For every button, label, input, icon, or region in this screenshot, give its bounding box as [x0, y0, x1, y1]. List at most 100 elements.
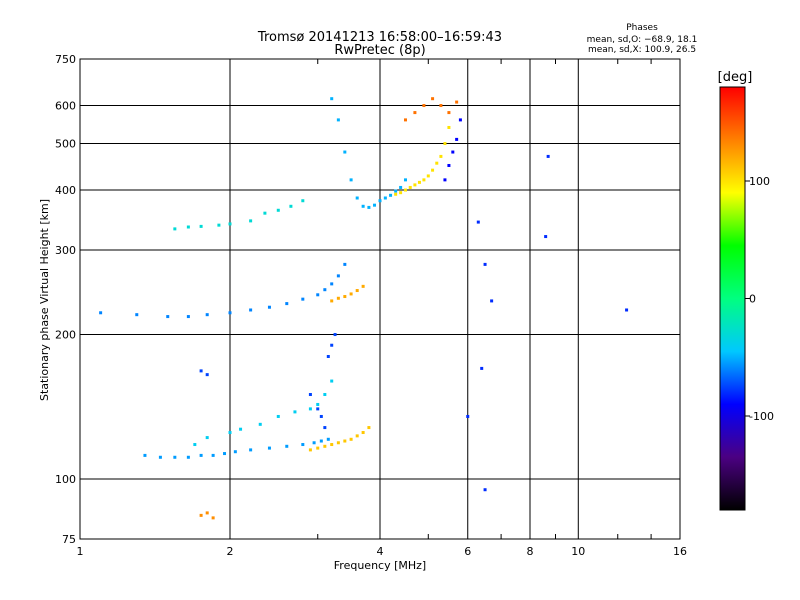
data-point — [199, 224, 203, 228]
data-point — [249, 308, 253, 312]
data-point — [422, 178, 426, 182]
data-point — [625, 308, 629, 312]
data-point — [403, 188, 407, 192]
y-tick-label: 500 — [55, 138, 76, 151]
data-point — [186, 225, 190, 229]
x-tick-label: 8 — [527, 545, 534, 558]
data-point — [349, 437, 353, 441]
data-point — [426, 174, 430, 178]
data-point — [355, 196, 359, 200]
data-point — [330, 343, 334, 347]
data-point — [378, 199, 382, 203]
data-point — [544, 235, 548, 239]
data-point — [330, 282, 334, 286]
data-point — [228, 222, 232, 226]
data-point — [323, 393, 327, 397]
data-point — [439, 104, 443, 108]
data-point — [383, 196, 387, 200]
data-point — [285, 302, 289, 306]
info-line-x: mean, sd,X: 100.9, 26.5 — [588, 45, 696, 55]
data-point — [308, 393, 312, 397]
data-point — [135, 313, 139, 317]
x-axis-label: Frequency [MHz] — [334, 559, 426, 572]
data-point — [249, 219, 253, 223]
y-axis-ticks: 75 100 200 300 400 500 600 750 — [55, 53, 76, 546]
data-point — [173, 455, 177, 459]
data-point — [443, 142, 447, 146]
data-point — [435, 161, 439, 165]
y-tick-label: 600 — [55, 100, 76, 113]
data-point — [367, 205, 371, 209]
data-point — [319, 439, 323, 443]
data-point — [326, 354, 330, 358]
data-point — [361, 204, 365, 208]
data-point — [330, 299, 334, 303]
x-axis-ticks: 1 2 4 6 8 10 16 — [77, 59, 687, 558]
data-point — [394, 189, 398, 193]
colorbar-label: [deg] — [718, 70, 753, 85]
chart-title: Tromsø 20141213 16:58:00–16:59:43 — [257, 30, 502, 45]
data-point — [173, 227, 177, 231]
data-point — [239, 427, 243, 431]
data-point — [316, 402, 320, 406]
data-point — [233, 450, 237, 454]
data-point — [293, 410, 297, 414]
data-point — [455, 137, 459, 141]
colorbar-tick-label: 0 — [749, 293, 756, 306]
data-point — [223, 452, 227, 456]
y-tick-label: 300 — [55, 244, 76, 257]
x-tick-label: 10 — [571, 545, 585, 558]
data-point — [431, 97, 435, 101]
y-axis-label: Stationary phase Virtual Height [km] — [38, 199, 51, 401]
info-heading: Phases — [626, 23, 658, 33]
data-point — [343, 439, 347, 443]
data-point — [211, 453, 215, 457]
data-point — [199, 369, 203, 373]
data-point — [143, 453, 147, 457]
data-point — [413, 111, 417, 115]
data-point — [319, 414, 323, 418]
data-point — [389, 193, 393, 197]
data-point — [476, 220, 480, 224]
x-tick-label: 6 — [464, 545, 471, 558]
colorbar — [719, 86, 746, 511]
data-point — [408, 185, 412, 189]
data-point — [447, 125, 451, 129]
data-point — [546, 154, 550, 158]
data-point — [343, 295, 347, 299]
data-point — [403, 178, 407, 182]
y-tick-label: 400 — [55, 184, 76, 197]
data-point — [323, 426, 327, 430]
data-point — [343, 262, 347, 266]
data-point — [336, 118, 340, 122]
x-tick-label: 4 — [377, 545, 384, 558]
data-point — [323, 444, 327, 448]
data-point — [455, 100, 459, 104]
x-tick-label: 16 — [673, 545, 687, 558]
data-point — [193, 443, 197, 447]
data-point — [361, 431, 365, 435]
data-point — [205, 436, 209, 440]
data-point — [285, 444, 289, 448]
data-point — [336, 441, 340, 445]
data-point — [458, 118, 462, 122]
data-point — [431, 168, 435, 172]
data-points — [99, 97, 629, 520]
data-point — [316, 446, 320, 450]
data-point — [349, 178, 353, 182]
data-point — [205, 313, 209, 317]
data-point — [205, 373, 209, 377]
data-point — [330, 97, 334, 101]
data-point — [466, 414, 470, 418]
data-point — [301, 199, 305, 203]
data-point — [267, 305, 271, 309]
data-point — [199, 453, 203, 457]
y-tick-label: 200 — [55, 329, 76, 342]
colorbar-tick-label: -100 — [749, 410, 774, 423]
y-tick-label: 75 — [62, 533, 76, 546]
data-point — [399, 185, 403, 189]
data-point — [422, 104, 426, 108]
data-point — [312, 441, 316, 445]
data-point — [399, 191, 403, 195]
data-point — [217, 223, 221, 227]
